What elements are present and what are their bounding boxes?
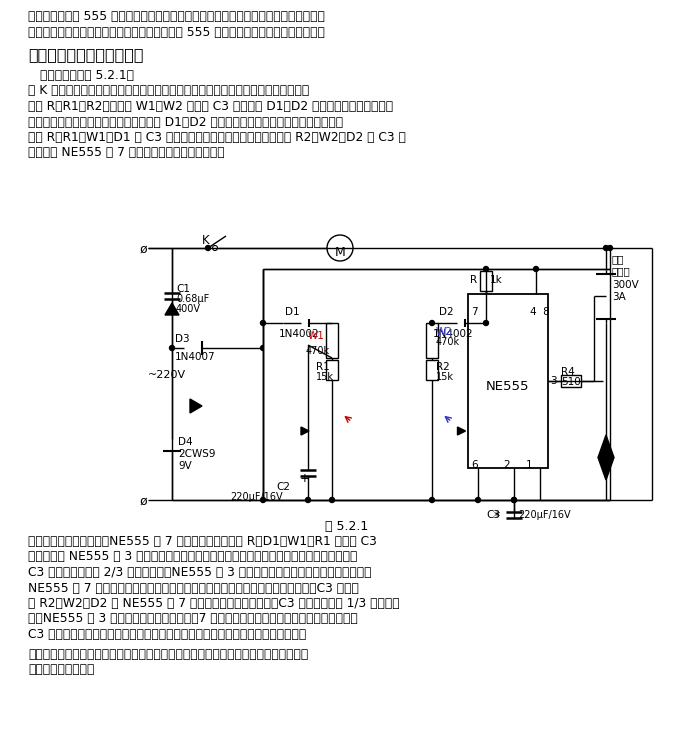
Circle shape [169,345,174,351]
Text: R4: R4 [561,367,575,377]
Text: 要注意的是，因为电风扇工作需要的是正弦交流电，所以应该选用双向晶闸管，而不是: 要注意的是，因为电风扇工作需要的是正弦交流电，所以应该选用双向晶闸管，而不是 [28,648,308,661]
Text: 第一款电路见图 5.2.1。: 第一款电路见图 5.2.1。 [40,69,134,82]
Text: D3: D3 [175,334,189,344]
Bar [480,271,492,291]
Text: 1N4002: 1N4002 [279,329,320,339]
Text: 220μF/16V: 220μF/16V [518,510,570,520]
Text: W1: W1 [308,331,325,341]
Circle shape [260,498,266,502]
Circle shape [212,246,217,250]
Text: 15k: 15k [316,372,334,382]
Text: NE555 的 7 脚也是这样，双向晶闸管不导通，风扇不动作，电路进入放电状态。C3 的电压: NE555 的 7 脚也是这样，双向晶闸管不导通，风扇不动作，电路进入放电状态。… [28,581,359,594]
Text: 源后，电风扇会产生时快时慢的模拟阵风。关于 555 芯片的知识可参见附录中的介绍。: 源后，电风扇会产生时快时慢的模拟阵风。关于 555 芯片的知识可参见附录中的介绍… [28,26,325,38]
Text: 时，NE555 的 3 脚从低电平翻转为高电平，7 脚也翻转为高电平，风扇又开始运转，电容器: 时，NE555 的 3 脚从低电平翻转为高电平，7 脚也翻转为高电平，风扇又开始… [28,612,357,626]
Text: C3 又开始充电，如此循环，构成了时停时转的工作状态，从而送出模拟的自然风。: C3 又开始充电，如此循环，构成了时停时转的工作状态，从而送出模拟的自然风。 [28,628,306,641]
Text: R: R [470,275,477,285]
Text: 300V: 300V [612,280,638,290]
Circle shape [305,498,310,502]
Text: 集成电路 NE555 的 7 脚组成，实现停风时间调节。: 集成电路 NE555 的 7 脚组成，实现停风时间调节。 [28,146,225,160]
Bar [326,323,338,358]
Text: 510: 510 [561,377,581,387]
Text: 图 5.2.1: 图 5.2.1 [325,520,369,533]
Text: ø: ø [140,495,148,508]
Bar [468,294,548,468]
Text: 路由 R、R1、W1、D1 及 C3 组成，实现送风时间调节；放电电路由 R2、W2、D2 及 C3 和: 路由 R、R1、W1、D1 及 C3 组成，实现送风时间调节；放电电路由 R2、… [28,131,406,144]
Text: *: * [494,510,500,523]
Circle shape [260,320,266,326]
Text: 3: 3 [550,376,557,386]
Text: 470k: 470k [306,346,330,356]
Polygon shape [165,303,179,315]
Text: W2: W2 [436,327,453,337]
Text: 1: 1 [526,460,532,470]
Bar [561,375,581,387]
Text: 4  8: 4 8 [530,307,550,317]
Polygon shape [598,435,614,458]
Text: 2CWS9: 2CWS9 [178,449,216,459]
Text: 470k: 470k [436,337,460,347]
Text: 400V: 400V [176,304,201,314]
Circle shape [205,246,210,250]
Circle shape [260,345,266,351]
Text: D4: D4 [178,437,193,447]
Text: 15k: 15k [436,372,454,382]
Text: C2: C2 [276,482,290,492]
Circle shape [607,246,613,250]
Text: C3 的电压上升到约 2/3 电源电压时，NE555 的 3 脚电压翻转，从高电平变为低电平，同时: C3 的电压上升到约 2/3 电源电压时，NE555 的 3 脚电压翻转，从高电… [28,566,371,579]
Text: 普通的单向晶闸管。: 普通的单向晶闸管。 [28,663,94,676]
Circle shape [534,266,539,271]
Text: M: M [335,247,346,259]
Text: R2: R2 [436,362,450,372]
Text: K: K [202,234,210,247]
Text: +: + [300,472,310,485]
Text: 7: 7 [471,307,477,317]
Text: 0.68μF: 0.68μF [176,294,210,304]
Text: R1: R1 [316,362,330,372]
Circle shape [327,235,353,261]
Circle shape [430,320,434,326]
Text: 供时基电路的无稳工作电源。由于二极管 D1、D2 的存在，使充、放电各组成一路，充电电: 供时基电路的无稳工作电源。由于二极管 D1、D2 的存在，使充、放电各组成一路，… [28,115,343,128]
Text: 1k: 1k [490,275,502,285]
Circle shape [511,498,516,502]
Text: 6: 6 [471,460,477,470]
Polygon shape [190,399,202,413]
Text: 一、采用双向晶闸管的设计: 一、采用双向晶闸管的设计 [28,47,144,62]
Circle shape [484,266,489,271]
Text: 充电，这时 NE555 的 3 脚输出为高电平，双向晶闸管导通，风扇运转。当充电到一定时间，: 充电，这时 NE555 的 3 脚输出为高电平，双向晶闸管导通，风扇运转。当充电… [28,550,357,563]
Text: 3A: 3A [612,292,626,302]
Text: 1N4007: 1N4007 [175,352,216,362]
Text: 9V: 9V [178,461,192,471]
Polygon shape [598,458,614,480]
Text: 双向: 双向 [612,254,625,264]
Circle shape [330,498,335,502]
Text: D1: D1 [285,307,300,317]
Bar [326,360,338,380]
Text: 晶闸管: 晶闸管 [612,266,631,276]
Text: 2: 2 [503,460,509,470]
Text: 经 R2、W2、D2 及 NE555 的 7 脚对地放电。过一定时间，C3 的电压下降到 1/3 电源电压: 经 R2、W2、D2 及 NE555 的 7 脚对地放电。过一定时间，C3 的电… [28,597,400,610]
Text: 这里介绍两款用 555 芯片及其他元件制作的风扇调速器，电风扇插头通过它们再连接电: 这里介绍两款用 555 芯片及其他元件制作的风扇调速器，电风扇插头通过它们再连接… [28,10,325,23]
Text: 把 K 合上，经电容降压、稳压、整流后输出的直流电压作为时基电路的工作电压。由: 把 K 合上，经电容降压、稳压、整流后输出的直流电压作为时基电路的工作电压。由 [28,84,310,97]
Circle shape [475,498,480,502]
Text: C3: C3 [486,510,500,520]
Text: 1N4002: 1N4002 [433,329,473,339]
Polygon shape [301,427,309,435]
Circle shape [511,498,516,502]
Text: ø: ø [140,243,148,256]
Polygon shape [457,427,466,435]
Circle shape [430,498,434,502]
Bar [426,360,438,380]
Text: ~220V: ~220V [148,370,186,380]
Bar [263,269,610,500]
Text: 当电路处于充电状态时，NE555 的 7 脚为高电平，电流经 R、D1、W1、R1 对电容 C3: 当电路处于充电状态时，NE555 的 7 脚为高电平，电流经 R、D1、W1、R… [28,535,377,548]
Circle shape [484,320,489,326]
Bar [426,323,438,358]
Circle shape [604,246,609,250]
Text: NE555: NE555 [486,379,530,393]
Text: 电阵 R、R1、R2，电位器 W1、W2 及电容 C3 和二极管 D1、D2 组成充、放电电路，以提: 电阵 R、R1、R2，电位器 W1、W2 及电容 C3 和二极管 D1、D2 组… [28,100,393,113]
Text: 220μF/16V: 220μF/16V [230,492,283,502]
Text: D2: D2 [439,307,454,317]
Text: C1: C1 [176,284,190,294]
